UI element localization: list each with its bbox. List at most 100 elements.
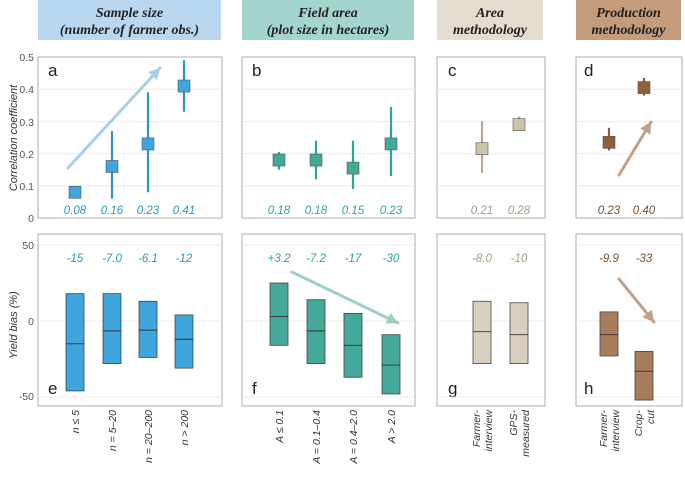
box [65,293,85,392]
point-marker [475,142,489,156]
panel-frame-bottom [575,233,683,407]
value-label: 0.21 [471,205,493,217]
panel-frame-top [575,56,683,219]
point-marker [346,161,360,175]
y-tick-top: 0 [28,213,34,225]
value-label: 0.23 [137,205,160,217]
y-tick-top: 0.2 [19,149,34,161]
x-tick-label: n = 20–200 [143,410,155,463]
trend-arrow-head [640,122,651,135]
panel-frame-top [37,56,223,219]
box [174,314,194,369]
box [306,299,326,364]
y-tick-top: 0.4 [19,84,34,96]
header-field-area-line1: Field area [297,6,358,21]
box [138,300,158,358]
box [381,334,401,395]
box [599,311,619,357]
value-label: 0.15 [342,205,365,217]
point-marker [105,160,119,173]
x-tick-label: A > 2.0 [386,410,398,444]
y-tick-bottom: 0 [28,316,34,328]
value-label: 0.41 [173,205,195,217]
x-tick-label: A = 0.1–0.4 [311,410,323,465]
x-tick-label: Farmer-interview [471,409,495,452]
box [472,300,492,364]
point-marker [512,118,526,131]
header-production-method-line1: Production [596,6,661,21]
y-tick-bottom: -50 [19,391,34,403]
y-tick-top: 0.3 [19,117,34,129]
value-label: -17 [345,253,362,265]
trend-arrow-head [148,68,160,81]
header-field-area-bg [242,0,414,40]
point-marker [272,153,286,167]
value-label: -7.2 [306,253,326,265]
panel-label-c: c [448,61,457,80]
value-label: -7.0 [102,253,122,265]
value-label: -33 [636,253,653,265]
value-label: -10 [511,253,528,265]
x-tick-label: n = 5–20 [107,410,119,451]
panel-label-f: f [252,379,257,398]
y-tick-bottom: 50 [22,240,34,252]
panel-frame-bottom [37,233,223,407]
point-marker [637,81,651,94]
header-sample-size-line1: Sample size [96,6,163,21]
x-tick-label: GPS-measured [508,409,532,457]
value-label: 0.08 [64,205,87,217]
header-area-method-line1: Area [475,6,504,21]
header-production-method-line2: methodology [592,23,667,38]
value-label: 0.28 [508,205,531,217]
trend-arrow-head [642,309,654,322]
value-label: -30 [383,253,400,265]
header-area-method-bg [437,0,543,40]
panel-frame-top [436,56,546,219]
header-sample-size-bg [38,0,221,40]
value-label: 0.16 [101,205,124,217]
x-tick-label: A ≤ 0.1 [274,410,286,444]
header-area-method-line2: methodology [453,23,528,38]
value-label: -9.9 [599,253,619,265]
trend-arrow-head [385,312,398,324]
y-axis-label-yield-bias: Yield bias (%) [8,291,20,359]
y-axis-label-correlation: Correlation coefficient [8,84,20,191]
panel-frame-bottom [241,233,416,407]
x-tick-label: n > 200 [179,410,191,445]
value-label: 0.23 [380,205,403,217]
x-tick-label: A = 0.4–2.0 [348,410,360,465]
point-marker [141,137,155,151]
plot-layer: 0.08 0.16 0.23 0.41 0.18 0.18 0.15 0.23 0.21 0.28… [37,56,683,465]
x-tick-label: Farmer-interview [598,409,622,452]
value-label: 0.40 [633,205,656,217]
panel-frame-top [241,56,416,219]
point-marker [384,137,398,151]
panel-label-h: h [584,379,593,398]
box [509,302,529,364]
point-marker [309,153,323,167]
header-sample-size-line2: (number of farmer obs.) [60,23,199,38]
value-label: 0.18 [305,205,328,217]
box [269,282,289,346]
box [102,293,122,364]
panel-label-a: a [48,61,58,80]
panel-label-b: b [252,61,261,80]
value-label: 0.18 [268,205,291,217]
panel-label-g: g [448,379,457,398]
box [634,350,654,401]
value-label: -12 [176,253,193,265]
value-label: -8.0 [472,253,492,265]
value-label: -6.1 [138,253,158,265]
point-marker [602,136,616,149]
point-marker [68,185,82,199]
value-label: -15 [67,253,84,265]
trend-arrow [290,270,400,325]
panel-label-d: d [584,61,593,80]
x-tick-label: n ≤ 5 [70,410,82,433]
header-production-method-bg [576,0,681,40]
value-label: 0.23 [598,205,621,217]
trend-arrow [66,66,162,170]
y-tick-top: 0.5 [19,52,34,64]
header-field-area-line2: (plot size in hectares) [267,23,390,38]
